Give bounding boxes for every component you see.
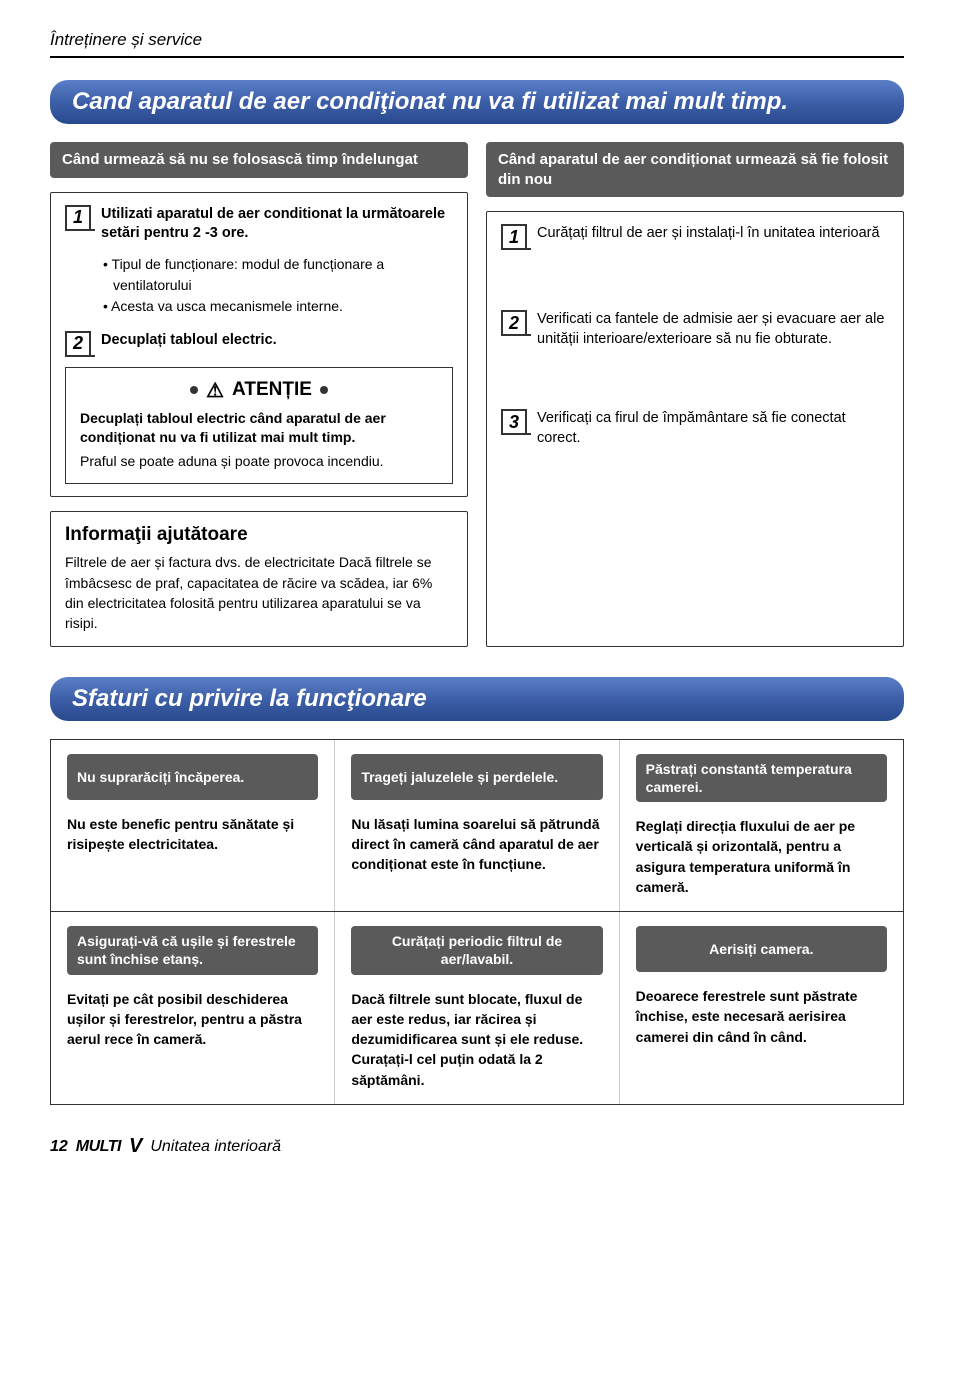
tips-cell: Nu suprarăciți încăperea. Nu este benefi… [51,740,335,912]
right-card: 1 Curățați filtrul de aer și instalați-l… [486,211,904,647]
tips-cell: Trageți jaluzelele și perdelele. Nu lăsa… [335,740,619,912]
step-number-icon: 3 [501,409,527,435]
bullet-item: • Acesta va usca mecanismele interne. [103,296,453,317]
tip-header: Curățați periodic filtrul de aer/lavabil… [351,926,602,974]
step-number-icon: 2 [65,331,91,357]
tips-table: Nu suprarăciți încăperea. Nu este benefi… [50,739,904,1105]
step-number-icon: 2 [501,310,527,336]
tip-body: Reglați direcția fluxului de aer pe vert… [636,816,887,897]
tip-body: Nu este benefic pentru sănă­tate și risi… [67,814,318,855]
warning-triangle-icon: ⚠ [206,378,224,403]
step-text: Curățați filtrul de aer și instalați-l î… [537,224,889,250]
tips-row: Asigurați-vă că ușile și fere­strele sun… [51,912,903,1104]
step-text: Verificați ca firul de împământare să fi… [537,409,889,448]
right-column: Când aparatul de aer condiționat urmează… [486,142,904,647]
left-column: Când urmează să nu se folosască timp în­… [50,142,468,647]
tip-body: Dacă filtrele sunt blocate, fluxul de ae… [351,989,602,1090]
right-step-3: 3 Verificați ca firul de împământare să … [501,409,889,448]
tip-header: Aerisiți camera. [636,926,887,972]
left-card: 1 Utilizati aparatul de aer conditionat … [50,192,468,498]
info-text: Filtrele de aer și factura dvs. de elect… [65,552,453,633]
tip-header: Nu suprarăciți încăperea. [67,754,318,800]
attention-header: ⚠ ATENȚIE [80,378,438,403]
right-box-title-text: Când aparatul de aer condiționat urmează… [498,151,888,188]
section1-title: Cand aparatul de aer condiţionat nu va f… [50,80,904,124]
tip-body: Evitați pe cât posibil de­schiderea ușil… [67,989,318,1050]
tips-cell: Aerisiți camera. Deoarece ferestrele sun… [620,912,903,1104]
page-header: Întreținere și service [50,30,904,58]
step-number-icon: 1 [501,224,527,250]
step-text: Utilizati aparatul de aer conditionat la… [101,205,453,244]
attention-text: Praful se poate aduna și poate provoca i… [80,452,438,472]
page-footer: 12 MULTI V Unitatea interioară [50,1135,904,1158]
attention-label: ATENȚIE [232,379,312,401]
tips-cell: Păstrați constantă temper­atura camerei.… [620,740,903,912]
tip-body: Nu lăsați lumina soarelui să pătrundă di… [351,814,602,875]
tip-header: Trageți jaluzelele și perdelele. [351,754,602,800]
step-text: Decuplați tabloul electric. [101,331,453,357]
step-number-icon: 1 [65,205,91,231]
info-title: Informaţii ajutătoare [65,524,453,546]
section2-title: Sfaturi cu privire la funcţionare [50,677,904,721]
left-step-1: 1 Utilizati aparatul de aer conditionat … [65,205,453,244]
brand-suffix: V [129,1135,142,1158]
tips-cell: Curățați periodic filtrul de aer/lavabil… [335,912,619,1104]
footer-tail: Unitatea interioară [150,1138,281,1156]
right-step-1: 1 Curățați filtrul de aer și instalați-l… [501,224,889,250]
right-step-2: 2 Verificati ca fantele de admisie aer ș… [501,310,889,349]
left-box-title: Când urmează să nu se folosască timp în­… [50,142,468,178]
info-card: Informaţii ajutătoare Filtrele de aer și… [50,511,468,646]
left-box-title-text: Când urmează să nu se folosască timp în­… [62,151,418,168]
dot-icon [190,386,198,394]
step1-bullets: • Tipul de funcționare: modul de funcțio… [103,254,453,317]
page-number: 12 [50,1138,68,1156]
attention-box: ⚠ ATENȚIE Decuplați tabloul electric cân… [65,367,453,485]
section1-columns: Când urmează să nu se folosască timp în­… [50,142,904,647]
right-box-title: Când aparatul de aer condiționat urmează… [486,142,904,197]
step-text: Verificati ca fantele de admisie aer și … [537,310,889,349]
tips-cell: Asigurați-vă că ușile și fere­strele sun… [51,912,335,1104]
tips-row: Nu suprarăciți încăperea. Nu este benefi… [51,740,903,913]
tip-header: Păstrați constantă temper­atura camerei. [636,754,887,802]
bullet-item: • Tipul de funcționare: modul de funcțio… [103,254,453,296]
step2-bold: Decuplați tabloul electric. [101,331,453,351]
step1-bold: Utilizati aparatul de aer conditionat la… [101,205,453,244]
attention-bold: Decuplați tabloul electric când aparatul… [80,409,438,448]
tip-body: Deoarece ferestrele sunt păs­trate închi… [636,986,887,1047]
tip-header: Asigurați-vă că ușile și fere­strele sun… [67,926,318,974]
brand-name: MULTI [76,1138,121,1156]
left-step-2: 2 Decuplați tabloul electric. [65,331,453,357]
dot-icon [320,386,328,394]
